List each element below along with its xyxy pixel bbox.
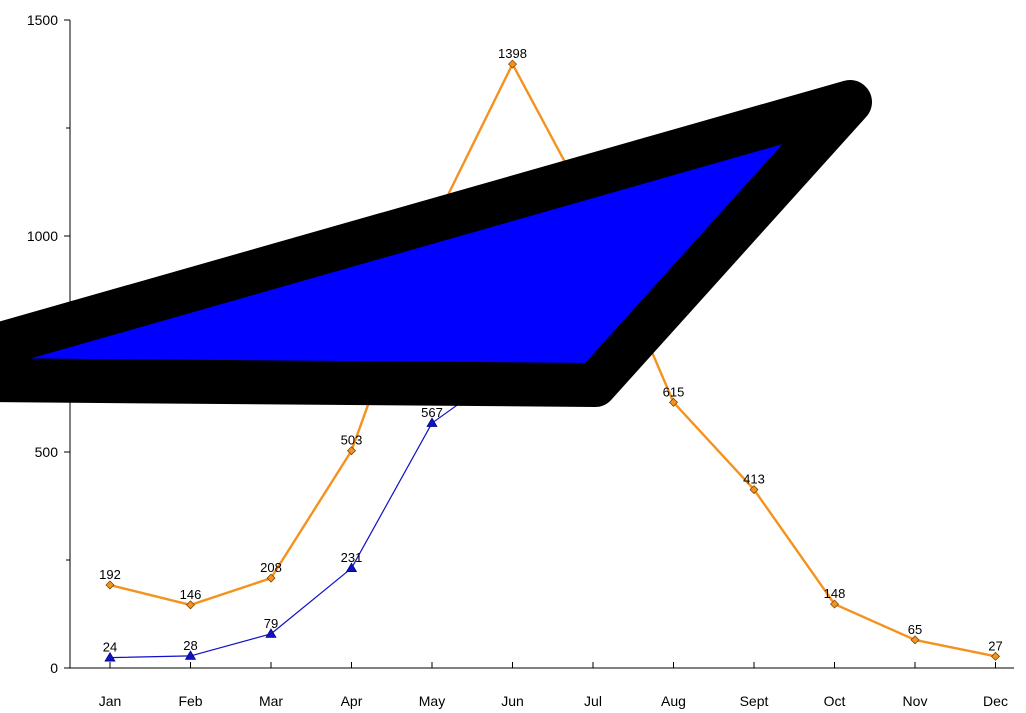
x-tick-label: Jan bbox=[99, 693, 122, 709]
series-0-point bbox=[749, 485, 759, 495]
y-tick-label: 1500 bbox=[27, 12, 58, 28]
series-1-data-label: 24 bbox=[103, 640, 117, 655]
series-0-point bbox=[830, 599, 839, 609]
x-tick-label: Apr bbox=[341, 693, 363, 709]
x-ticks: Jan Feb Mar Apr May Jun Jul Aug Sept Oct Nov Dec bbox=[99, 662, 1008, 709]
series-1-point bbox=[184, 650, 197, 660]
series-0-data-label: 615 bbox=[663, 384, 685, 399]
series-0-data-label: 65 bbox=[908, 622, 922, 637]
series-1-data-label: 231 bbox=[341, 550, 363, 565]
series-0-data-label: 192 bbox=[99, 567, 121, 582]
series-0-line bbox=[109, 62, 996, 658]
series-0-data-label: 413 bbox=[743, 472, 765, 487]
series-1-point bbox=[104, 651, 116, 662]
y-tick-label: 500 bbox=[35, 444, 59, 460]
x-tick-label: Oct bbox=[824, 693, 846, 709]
y-tick-label: 0 bbox=[50, 660, 58, 676]
series-0-data-label: 208 bbox=[260, 560, 282, 575]
series-1-point bbox=[426, 417, 438, 427]
y-tick-label: 1000 bbox=[27, 228, 58, 244]
overlay-triangle-shape bbox=[0, 80, 872, 407]
x-tick-label: Dec bbox=[983, 693, 1008, 709]
series-0-point bbox=[991, 651, 1000, 661]
x-tick-label: Mar bbox=[259, 693, 283, 709]
x-tick-label: May bbox=[419, 693, 445, 709]
series-0-data-label: 146 bbox=[180, 587, 202, 602]
series-0-point bbox=[508, 59, 517, 69]
series-0-point bbox=[105, 580, 115, 590]
series-0-data-label: 1398 bbox=[498, 46, 527, 61]
series-layer: 1921462085031013986154131486527242879231… bbox=[99, 46, 1003, 662]
series-0-point bbox=[910, 635, 920, 645]
x-tick-label: Nov bbox=[903, 693, 928, 709]
x-tick-label: Jul bbox=[584, 693, 602, 709]
x-tick-label: Jun bbox=[501, 693, 524, 709]
series-1-point bbox=[265, 628, 277, 638]
series-0-point bbox=[669, 397, 678, 407]
series-0-data-label: 503 bbox=[341, 433, 363, 448]
series-1-line bbox=[109, 365, 513, 659]
series-1-data-label: 567 bbox=[421, 405, 443, 420]
x-tick-label: Sept bbox=[740, 693, 769, 709]
series-0-data-label: 148 bbox=[824, 586, 846, 601]
series-1-point bbox=[345, 562, 358, 573]
series-0-point bbox=[347, 446, 356, 456]
x-tick-label: Feb bbox=[178, 693, 202, 709]
x-tick-label: Aug bbox=[661, 693, 686, 709]
overlay-layer bbox=[0, 80, 872, 407]
y-ticks: 0 500 1000 1500 bbox=[27, 12, 70, 676]
series-0-point bbox=[266, 573, 276, 583]
series-0-point bbox=[186, 600, 195, 610]
series-1-data-label: 28 bbox=[183, 638, 197, 653]
series-1-data-label: 79 bbox=[264, 616, 278, 631]
series-0-data-label: 27 bbox=[988, 638, 1002, 653]
